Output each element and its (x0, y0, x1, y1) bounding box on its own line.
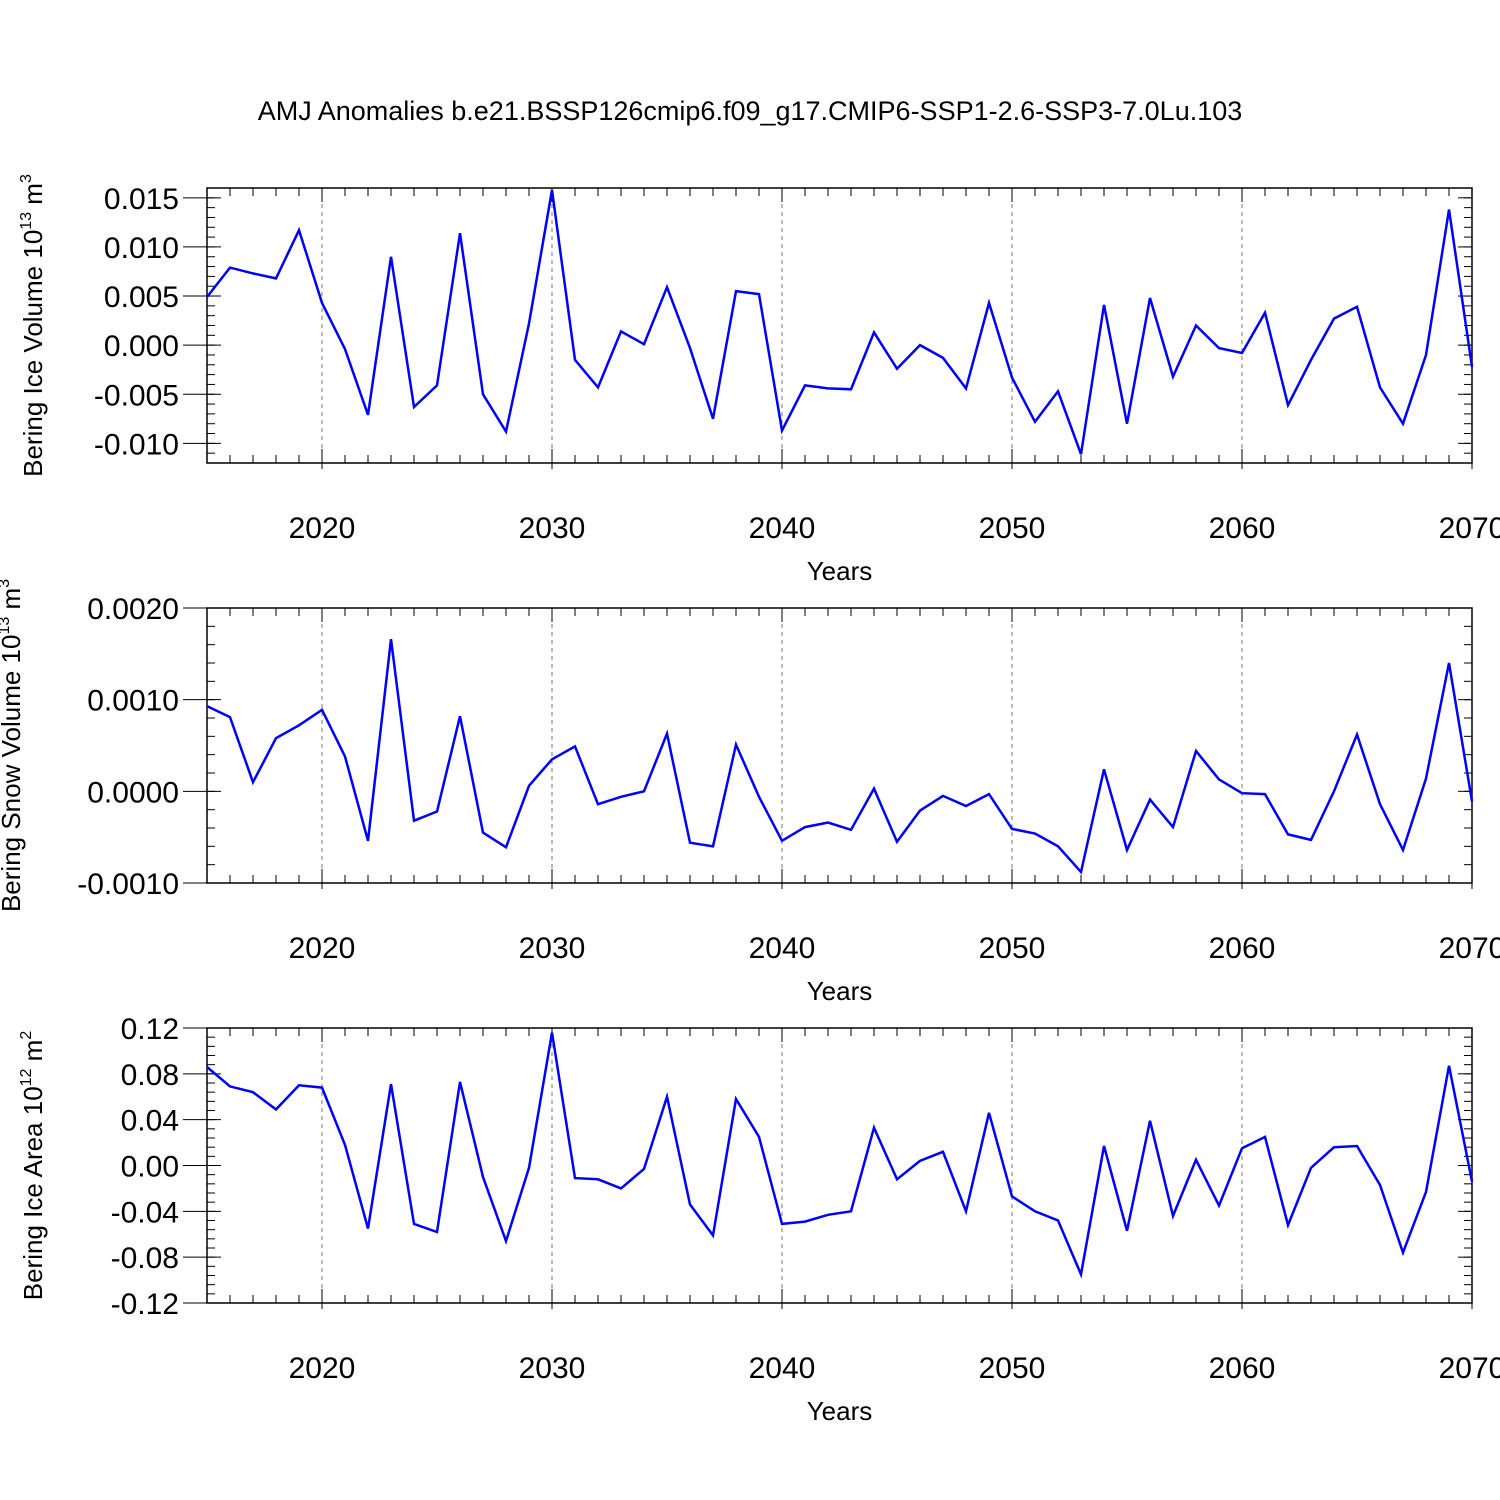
panel-2: 0.0020 0.0010 0.0000 -0.0010 2020 2030 2040 205… (0, 579, 1500, 1006)
plot-frame (206, 187, 1473, 464)
y-tick-label: -0.010 (94, 428, 179, 461)
panel-3: 0.12 0.08 0.04 0.00 -0.04 -0.08 -0.12 2020 2030 2… (18, 1013, 1500, 1426)
y-tick-label: -0.005 (94, 379, 179, 412)
x-axis-label: Years (807, 1396, 873, 1426)
x-tick-label: 2060 (1209, 932, 1276, 965)
series-line (206, 1032, 1474, 1279)
y-tick-label: 0.000 (104, 330, 179, 363)
x-tick-label: 2040 (749, 512, 816, 545)
x-axis-label: Years (807, 556, 873, 586)
y-tick-label: 0.0000 (87, 776, 179, 809)
x-tick-label: 2070 (1439, 932, 1500, 965)
x-tick-label: 2050 (979, 1352, 1046, 1385)
y-tick-label: 0.12 (121, 1013, 179, 1046)
x-tick-label: 2020 (289, 512, 356, 545)
y-tick-label: -0.12 (111, 1288, 179, 1321)
y-tick-label: 0.0010 (87, 685, 179, 718)
series-line (206, 639, 1474, 875)
y-tick-label: 0.015 (104, 183, 179, 216)
panel-1: 0.015 0.010 0.005 0.000 -0.005 -0.010 2020 2030… (18, 174, 1500, 586)
y-axis-label: Bering Ice Volume 1013 m3 (18, 174, 48, 477)
x-tick-label: 2060 (1209, 1352, 1276, 1385)
x-tick-label: 2050 (979, 932, 1046, 965)
x-tick-label: 2020 (289, 932, 356, 965)
y-tick-label: -0.04 (111, 1196, 179, 1229)
x-tick-label: 2040 (749, 932, 816, 965)
x-tick-label: 2060 (1209, 512, 1276, 545)
plot-frame (206, 607, 1473, 884)
x-tick-label: 2070 (1439, 512, 1500, 545)
y-axis-label: Bering Snow Volume 1013 m3 (0, 579, 26, 912)
y-tick-label: 0.04 (121, 1105, 179, 1138)
x-tick-label: 2050 (979, 512, 1046, 545)
x-tick-label: 2030 (519, 512, 586, 545)
y-tick-label: 0.0020 (87, 593, 179, 626)
x-tick-label: 2070 (1439, 1352, 1500, 1385)
y-tick-label: 0.010 (104, 232, 179, 265)
y-tick-label: 0.00 (121, 1151, 179, 1184)
x-tick-label: 2030 (519, 1352, 586, 1385)
figure-title: AMJ Anomalies b.e21.BSSP126cmip6.f09_g17… (257, 96, 1243, 126)
x-axis-label: Years (807, 976, 873, 1006)
x-tick-label: 2040 (749, 1352, 816, 1385)
series-line (206, 189, 1474, 455)
y-tick-label: -0.0010 (77, 868, 179, 901)
y-tick-label: -0.08 (111, 1242, 179, 1275)
y-axis-label: Bering Ice Area 1012 m2 (18, 1031, 48, 1301)
y-tick-label: 0.08 (121, 1059, 179, 1092)
x-tick-label: 2020 (289, 1352, 356, 1385)
x-tick-label: 2030 (519, 932, 586, 965)
y-tick-label: 0.005 (104, 281, 179, 314)
plot-frame (206, 1027, 1473, 1304)
